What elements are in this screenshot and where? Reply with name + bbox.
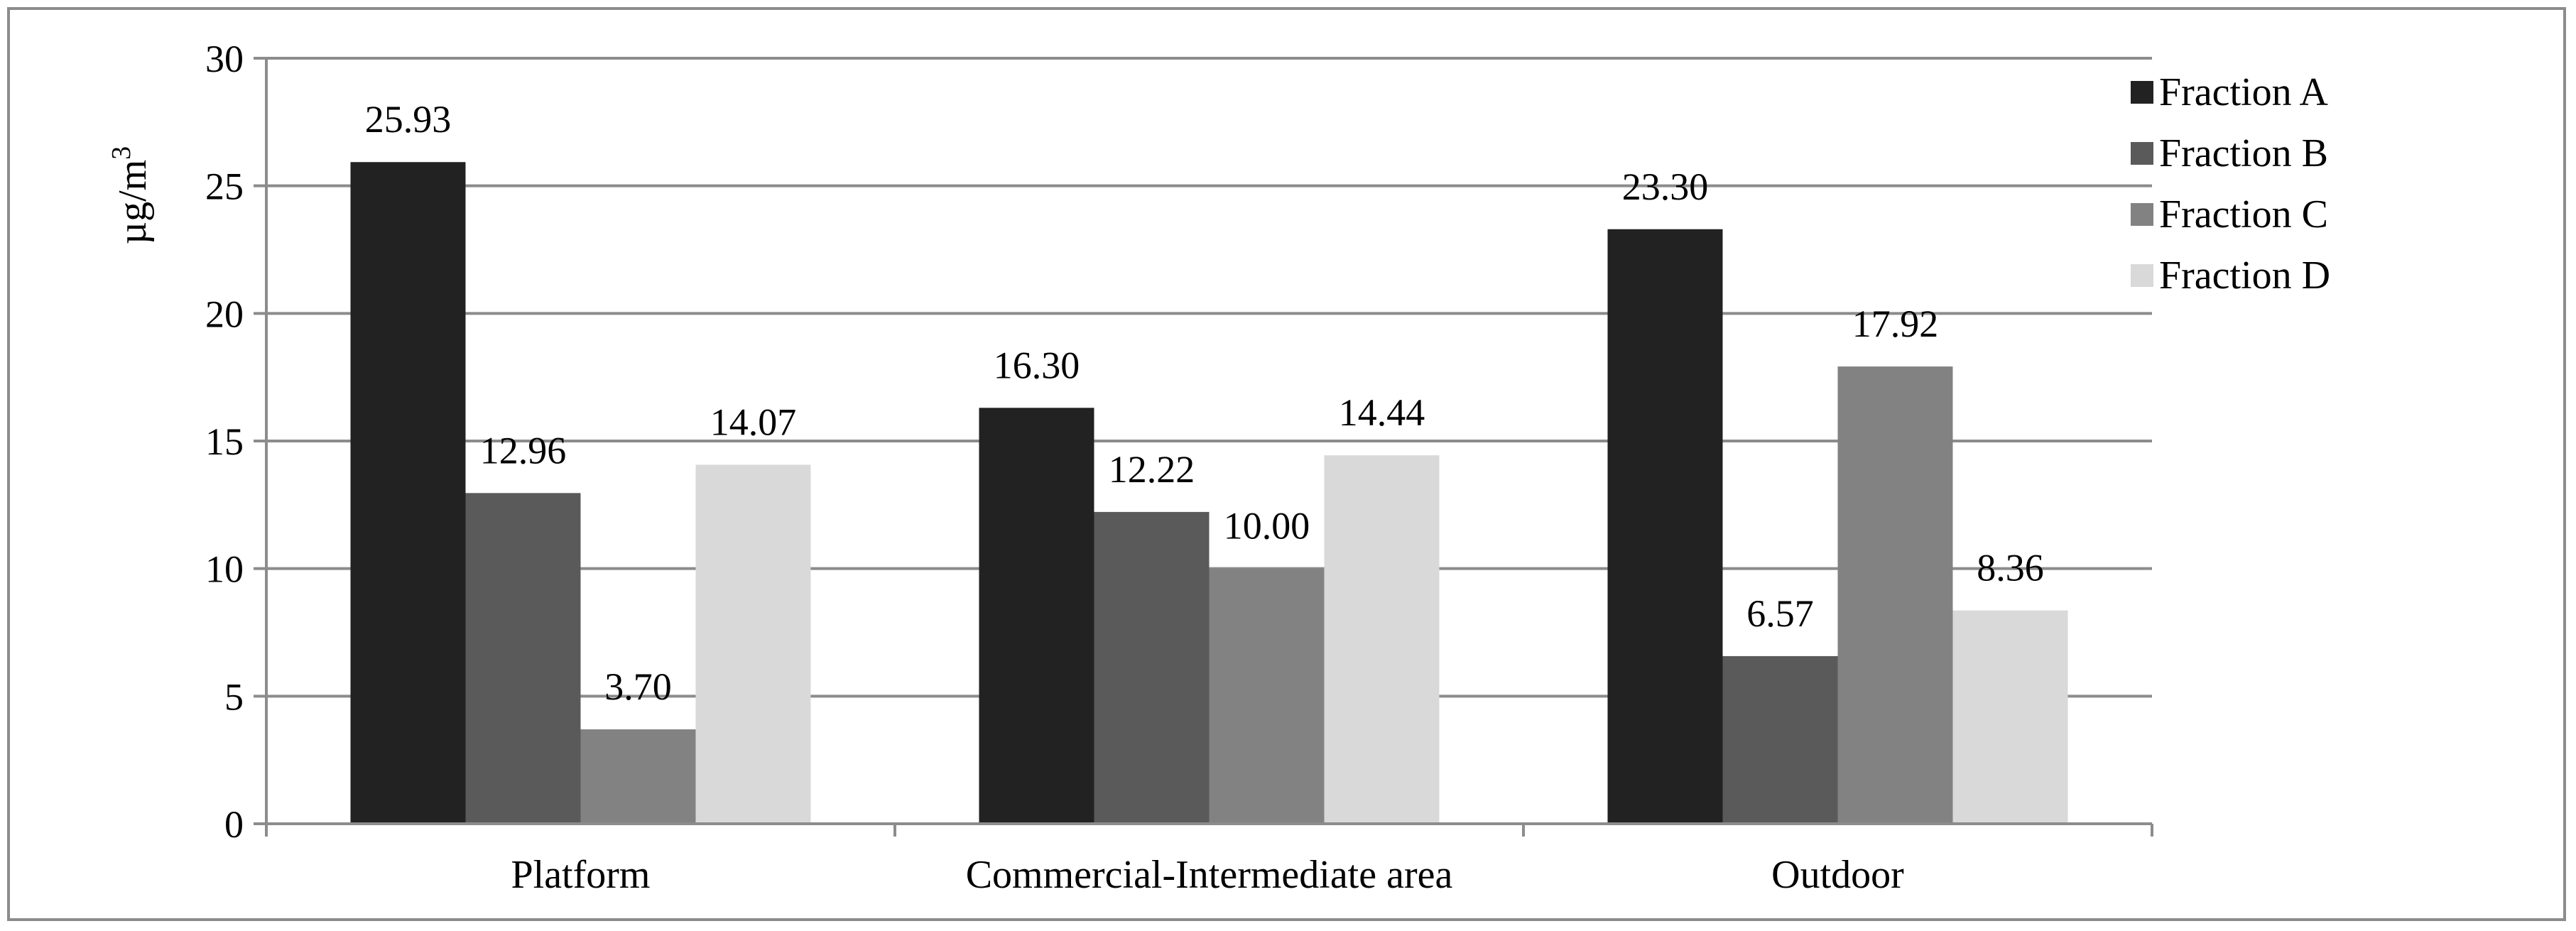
legend-swatch [2131,81,2153,104]
data-label: 14.07 [710,401,797,443]
bar [695,464,811,824]
bar [580,729,696,824]
bar [1952,610,2068,824]
x-category-label: Platform [511,853,651,897]
data-label: 12.22 [1109,448,1195,491]
bar [350,162,466,824]
data-label: 16.30 [994,344,1080,386]
legend-label: Fraction C [2159,192,2328,236]
bar [1094,511,1210,824]
data-label: 3.70 [604,665,672,708]
y-tick-label: 20 [205,293,244,335]
legend-swatch [2131,264,2153,287]
data-labels: 25.93 12.96 3.70 14.07 16.30 12.22 10.00 14.44 2… [365,98,2044,708]
y-tick-label: 25 [205,165,244,208]
bars [350,162,2068,824]
data-label: 14.44 [1339,391,1425,434]
x-category-label: Commercial-Intermediate area [966,853,1453,897]
legend-label: Fraction B [2159,131,2328,175]
data-label: 23.30 [1622,165,1709,208]
data-label: 12.96 [480,429,567,472]
y-tick-label: 10 [205,548,244,591]
legend-label: Fraction A [2159,70,2329,114]
data-label: 17.92 [1852,303,1939,345]
data-label: 6.57 [1746,592,1814,635]
data-label: 10.00 [1224,505,1310,548]
y-tick-label: 0 [224,803,244,846]
legend-label: Fraction D [2159,254,2330,298]
bar [465,493,581,824]
legend-swatch [2131,142,2153,165]
y-axis-title: µg/m3 [107,146,155,244]
y-tick-label: 15 [205,420,244,463]
bar [979,408,1094,824]
bar [1837,366,1953,824]
x-category-label: Outdoor [1771,853,1904,897]
bar [1607,229,1723,824]
bar [1324,455,1440,824]
axes: 0 5 10 15 20 25 30 Platform Commercial-Intermedi… [205,38,2153,897]
y-tick-label: 30 [205,38,244,80]
bar [1722,655,1838,824]
y-tick-label: 5 [224,675,244,718]
legend-swatch [2131,203,2153,226]
bar [1209,568,1325,824]
legend: Fraction A Fraction B Fraction C Fraction D [2131,70,2330,298]
data-label: 8.36 [1977,547,2044,589]
data-label: 25.93 [365,98,452,141]
